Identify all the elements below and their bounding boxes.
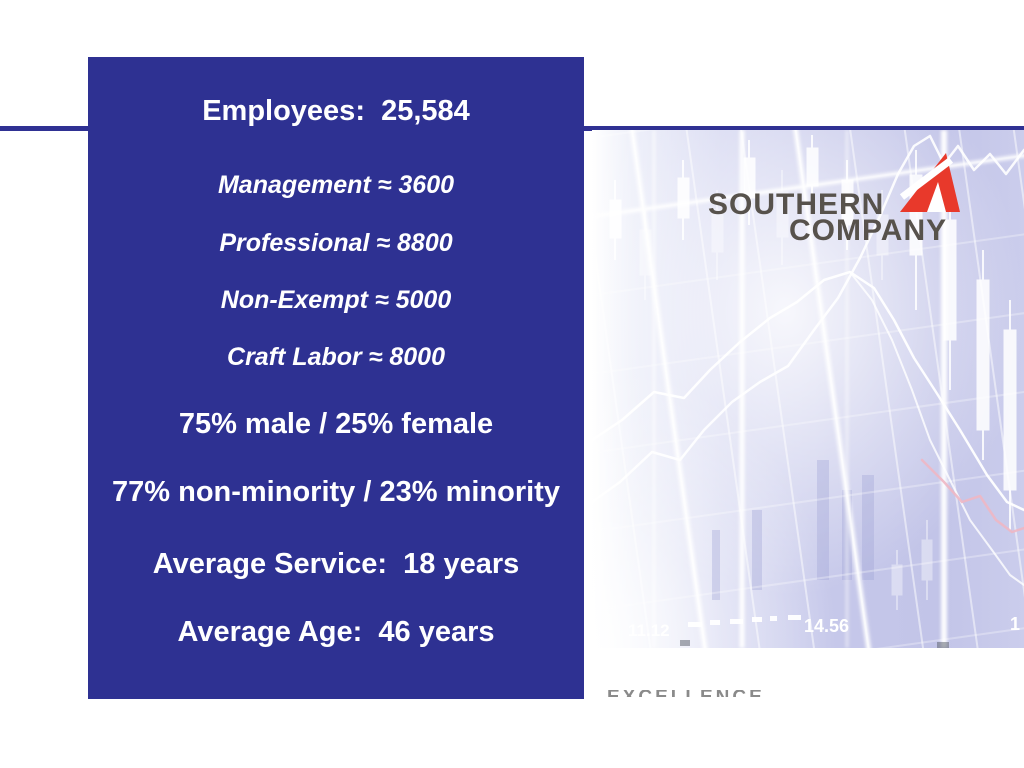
breakdown-line: Craft Labor ≈ 8000 [227, 343, 445, 371]
stat-line: Average Age: 46 years [177, 616, 495, 648]
logo-text-southern: SOUTHERN [708, 188, 885, 221]
stat-line: 77% non-minority / 23% minority [112, 476, 560, 508]
southern-company-logo: SOUTHERN COMPANY [705, 150, 965, 248]
stats-panel: Employees: 25,584 Management ≈ 3600 Prof… [88, 57, 584, 699]
stat-line: Average Service: 18 years [152, 548, 520, 580]
panel-heading: Employees: 25,584 [202, 95, 470, 127]
market-chart-graphic: 11.12 14.56 1 [592, 130, 1024, 648]
price-label: 11.12 [628, 621, 670, 640]
price-label: 1 [1010, 614, 1020, 634]
logo-text-company: COMPANY [789, 214, 948, 247]
stat-line: 75% male / 25% female [178, 408, 494, 440]
breakdown-line: Management ≈ 3600 [217, 171, 455, 199]
breakdown-line: Non-Exempt ≈ 5000 [220, 286, 452, 314]
watermark-excellence: EXCELLENCE [607, 690, 777, 697]
price-label: 14.56 [804, 616, 849, 636]
southern-company-flame-icon [899, 153, 960, 212]
breakdown-line: Professional ≈ 8800 [219, 229, 453, 257]
watermark-text: EXCELLENCE [607, 690, 777, 697]
market-photo: 11.12 14.56 1 [592, 130, 1024, 648]
candlesticks [609, 135, 1017, 610]
